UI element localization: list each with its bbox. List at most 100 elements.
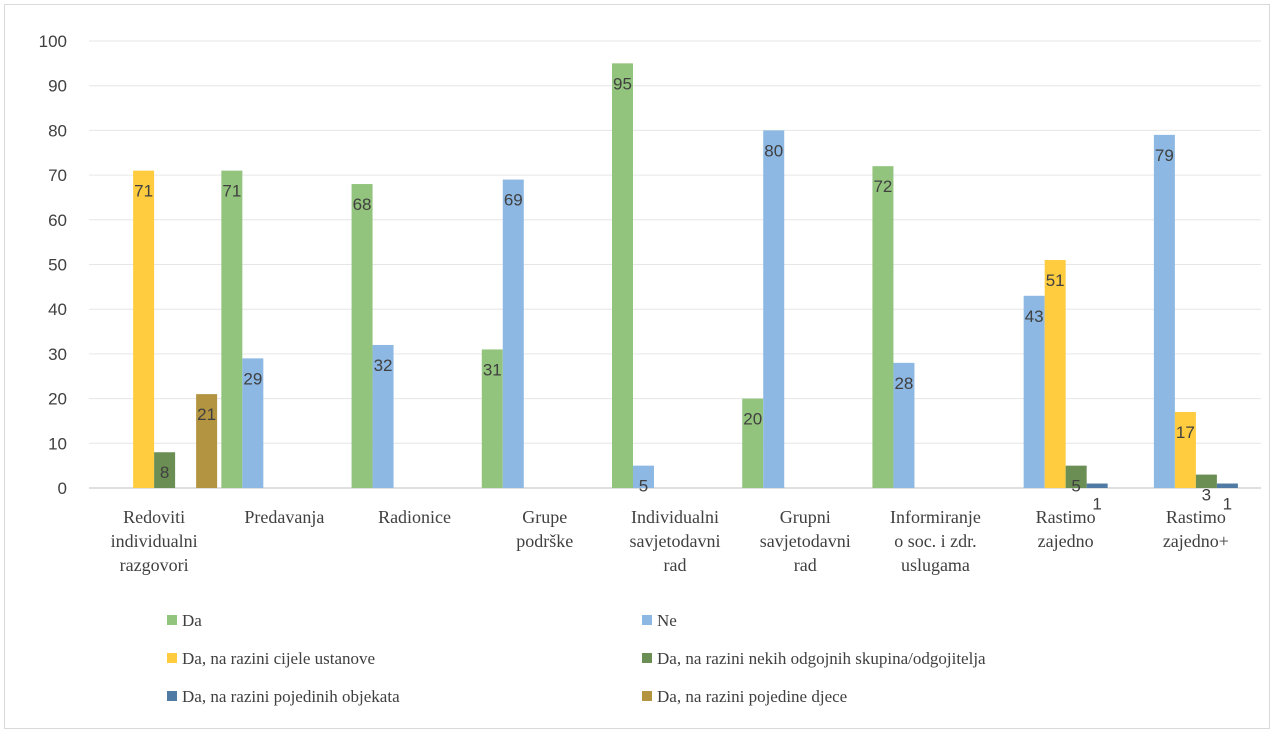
legend: Da Ne Da, na razini cijele ustanove Da, na … bbox=[167, 611, 986, 706]
bars bbox=[133, 63, 1238, 489]
y-tick-label: 50 bbox=[48, 256, 67, 275]
x-axis: Redoviti individualni razgovori Predavanja R… bbox=[111, 507, 1229, 575]
legend-item: Da, na razini pojedine djece bbox=[642, 687, 847, 706]
bar-da-5 bbox=[742, 398, 764, 488]
x-category-label: Grupe podrške bbox=[516, 507, 573, 551]
bar-ne-2 bbox=[372, 344, 394, 488]
bar-da-3 bbox=[481, 349, 503, 488]
data-label: 71 bbox=[134, 182, 153, 201]
legend-swatch bbox=[167, 615, 177, 625]
data-label: 71 bbox=[222, 182, 241, 201]
data-label: 79 bbox=[1155, 146, 1174, 165]
data-label: 17 bbox=[1176, 423, 1195, 442]
bar-da-na-razini-pojedinih-objekata-8 bbox=[1216, 483, 1238, 488]
x-category-line: Redoviti bbox=[123, 507, 185, 527]
data-label: 1 bbox=[1223, 495, 1232, 514]
y-tick-label: 30 bbox=[48, 345, 67, 364]
data-label: 8 bbox=[160, 463, 169, 482]
bar-ne-1 bbox=[242, 358, 264, 488]
data-label: 31 bbox=[483, 360, 502, 379]
x-category-line: Grupni bbox=[780, 507, 831, 527]
x-category-label: Informiranje o soc. i zdr. uslugama bbox=[890, 507, 981, 575]
x-category-line: Informiranje bbox=[890, 507, 981, 527]
y-tick-label: 70 bbox=[48, 166, 67, 185]
legend-label: Da, na razini nekih odgojnih skupina/odg… bbox=[657, 649, 986, 668]
legend-label: Da, na razini cijele ustanove bbox=[182, 649, 375, 668]
data-label: 5 bbox=[1071, 477, 1080, 496]
legend-swatch bbox=[167, 691, 177, 701]
bar-da-na-razini-cijele-ustanove-8 bbox=[1174, 412, 1196, 488]
x-category-label: Predavanja bbox=[244, 507, 324, 527]
bar-da-na-razini-pojedinih-objekata-7 bbox=[1086, 483, 1108, 488]
bar-ne-5 bbox=[763, 130, 785, 488]
legend-swatch bbox=[642, 691, 652, 701]
x-category-label: Radionice bbox=[378, 507, 451, 527]
legend-item: Da bbox=[167, 611, 202, 630]
y-tick-label: 40 bbox=[48, 300, 67, 319]
x-category-label: Redoviti individualni razgovori bbox=[111, 507, 198, 575]
x-category-label: Rastimo zajedno bbox=[1036, 507, 1096, 551]
bar-da-na-razini-cijele-ustanove-7 bbox=[1044, 260, 1066, 488]
data-label: 5 bbox=[639, 477, 648, 496]
y-tick-label: 100 bbox=[39, 32, 67, 51]
x-category-line: savjetodavni bbox=[760, 531, 851, 551]
bar-da-2 bbox=[351, 184, 373, 489]
data-label: 80 bbox=[764, 141, 783, 160]
data-label: 21 bbox=[197, 405, 216, 424]
bar-da-na-razini-nekih-odgojnih-skupina-odgojitelja-0 bbox=[154, 452, 176, 488]
data-label: 3 bbox=[1202, 486, 1211, 505]
data-label: 51 bbox=[1046, 271, 1065, 290]
bar-ne-6 bbox=[893, 362, 915, 488]
x-category-line: Grupe bbox=[522, 507, 567, 527]
bar-ne-4 bbox=[633, 465, 654, 488]
x-category-line: rad bbox=[664, 555, 687, 575]
data-label: 72 bbox=[873, 177, 892, 196]
y-axis: 0 10 20 30 40 50 60 70 80 90 100 bbox=[39, 32, 67, 498]
legend-label: Ne bbox=[657, 611, 677, 630]
data-label: 29 bbox=[243, 369, 262, 388]
legend-item: Da, na razini cijele ustanove bbox=[167, 649, 375, 668]
x-category-label: Individualni savjetodavni rad bbox=[630, 507, 721, 575]
legend-swatch bbox=[642, 653, 652, 663]
x-category-line: individualni bbox=[111, 531, 198, 551]
data-label: 43 bbox=[1025, 307, 1044, 326]
legend-label: Da, na razini pojedine djece bbox=[657, 687, 847, 706]
x-category-label: Grupni savjetodavni rad bbox=[760, 507, 851, 575]
legend-item: Da, na razini nekih odgojnih skupina/odg… bbox=[642, 649, 986, 668]
gridlines bbox=[89, 40, 1261, 489]
legend-swatch bbox=[167, 653, 177, 663]
bar-da-na-razini-pojedine-djece-0 bbox=[196, 394, 218, 488]
y-tick-label: 0 bbox=[58, 479, 67, 498]
x-category-line: zajedno+ bbox=[1163, 531, 1229, 551]
x-category-line: o soc. i zdr. bbox=[894, 531, 977, 551]
bar-da-na-razini-nekih-odgojnih-skupina-odgojitelja-7 bbox=[1065, 465, 1087, 488]
x-category-line: savjetodavni bbox=[630, 531, 721, 551]
x-category-line: uslugama bbox=[901, 555, 970, 575]
data-label: 28 bbox=[894, 374, 913, 393]
bar-ne-3 bbox=[502, 179, 524, 488]
x-category-line: Radionice bbox=[378, 507, 451, 527]
data-label: 68 bbox=[353, 195, 372, 214]
y-tick-label: 80 bbox=[48, 121, 67, 140]
data-label: 69 bbox=[504, 191, 523, 210]
x-category-line: podrške bbox=[516, 531, 573, 551]
y-tick-label: 60 bbox=[48, 211, 67, 230]
bar-ne-8 bbox=[1153, 134, 1175, 488]
x-category-line: Individualni bbox=[631, 507, 719, 527]
legend-label: Da, na razini pojedinih objekata bbox=[182, 687, 400, 706]
chart-frame: 0 10 20 30 40 50 60 70 80 90 100 71 68 31 95 20 72 29 32 6… bbox=[4, 4, 1270, 729]
data-label: 32 bbox=[374, 356, 393, 375]
x-category-line: Rastimo bbox=[1166, 507, 1226, 527]
bar-chart: 0 10 20 30 40 50 60 70 80 90 100 71 68 31 95 20 72 29 32 6… bbox=[39, 32, 1261, 706]
x-category-line: rad bbox=[794, 555, 817, 575]
x-category-line: Rastimo bbox=[1036, 507, 1096, 527]
data-label: 95 bbox=[613, 74, 632, 93]
y-tick-label: 20 bbox=[48, 390, 67, 409]
data-label: 20 bbox=[743, 410, 762, 429]
y-tick-label: 90 bbox=[48, 77, 67, 96]
bar-da-na-razini-cijele-ustanove-0 bbox=[133, 170, 155, 488]
bar-da-6 bbox=[872, 166, 894, 488]
y-tick-label: 10 bbox=[48, 434, 67, 453]
x-category-line: Predavanja bbox=[244, 507, 324, 527]
